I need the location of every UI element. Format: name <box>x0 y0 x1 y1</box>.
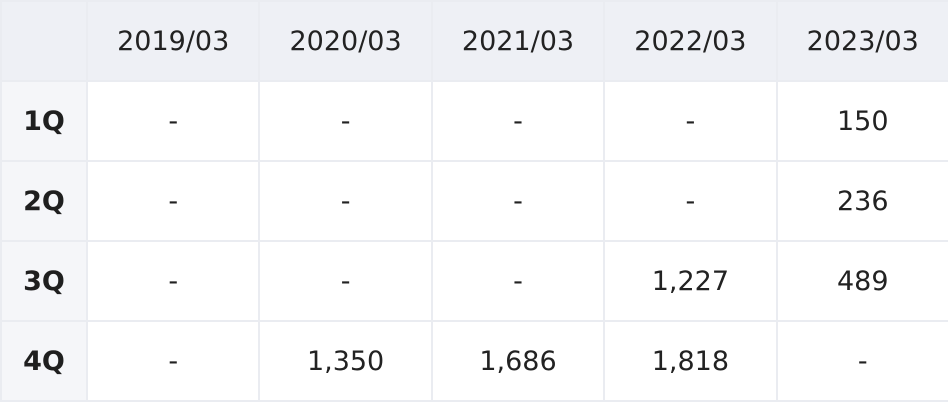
table-cell: 1,350 <box>258 320 433 402</box>
column-header: 2023/03 <box>775 0 948 82</box>
table-row: 2Q - - - - 236 <box>0 160 948 242</box>
table-cell: 236 <box>775 160 948 242</box>
table-cell: - <box>775 320 948 402</box>
column-header: 2019/03 <box>85 0 261 82</box>
table-cell: - <box>603 160 778 242</box>
table-row: 3Q - - - 1,227 489 <box>0 240 948 322</box>
column-header: 2020/03 <box>258 0 433 82</box>
table-cell: - <box>258 160 433 242</box>
table-cell: - <box>603 80 778 162</box>
table-cell: - <box>85 160 261 242</box>
table-cell: 150 <box>775 80 948 162</box>
column-header: 2021/03 <box>430 0 606 82</box>
column-header: 2022/03 <box>603 0 778 82</box>
row-header: 4Q <box>0 320 88 402</box>
table-cell: - <box>258 240 433 322</box>
table-cell: 1,686 <box>430 320 606 402</box>
table-cell: - <box>430 240 606 322</box>
table-row: 4Q - 1,350 1,686 1,818 - <box>0 320 948 402</box>
row-header: 3Q <box>0 240 88 322</box>
table-cell: - <box>85 240 261 322</box>
table-cell: 1,818 <box>603 320 778 402</box>
table-cell: - <box>85 80 261 162</box>
table-cell: 1,227 <box>603 240 778 322</box>
row-header: 2Q <box>0 160 88 242</box>
table-cell: - <box>258 80 433 162</box>
table-cell: - <box>85 320 261 402</box>
table-cell: - <box>430 160 606 242</box>
corner-cell <box>0 0 88 82</box>
row-header: 1Q <box>0 80 88 162</box>
table-row: 1Q - - - - 150 <box>0 80 948 162</box>
table-cell: - <box>430 80 606 162</box>
table-cell: 489 <box>775 240 948 322</box>
header-row: 2019/03 2020/03 2021/03 2022/03 2023/03 <box>0 0 948 82</box>
